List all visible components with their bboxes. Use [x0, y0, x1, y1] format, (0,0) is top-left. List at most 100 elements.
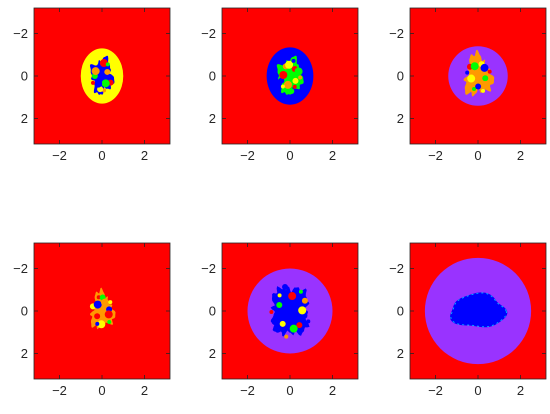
panel-2-fractal-detail: [283, 80, 292, 89]
panel-5-plot-area: [222, 243, 358, 379]
panel-5-x-tick-label: 2: [329, 383, 336, 398]
panel-1-fractal-detail: [94, 79, 103, 88]
panel-4-fractal-detail: [95, 321, 100, 326]
panel-5-fractal-detail: [282, 284, 289, 291]
panel-3: −2 0 2 −2 0 2: [389, 7, 547, 163]
panel-5-y-tick-label: 2: [209, 346, 216, 361]
panel-6-boundary-detail: [450, 292, 507, 328]
panel-4-fractal-detail: [92, 310, 97, 315]
panel-4-fractal-detail: [93, 300, 102, 309]
panel-4-fractal-detail: [94, 313, 101, 320]
panel-5-x-tick-label: 0: [286, 383, 293, 398]
panel-2-fractal-detail: [278, 77, 285, 84]
panel-2-x-tick-label: 2: [329, 148, 336, 163]
panel-5-fractal-detail: [269, 309, 274, 314]
panel-1-y-tick-label: −2: [13, 26, 28, 41]
panel-2-fractal-detail: [292, 77, 299, 84]
panel-5-fractal-detail: [301, 297, 308, 304]
panel-3-fractal-detail: [465, 70, 470, 75]
panel-2-fractal-detail: [285, 60, 294, 69]
panel-3-fractal-detail: [475, 83, 482, 90]
panel-2-y-tick-label: 2: [209, 111, 216, 126]
panel-2: −2 0 2 −2 0 2: [201, 7, 359, 163]
panel-5-y-tick-label: −2: [201, 261, 216, 276]
panel-3-y-tick-label: 0: [397, 69, 404, 84]
panel-1-x-tick-label: −2: [52, 148, 67, 163]
panel-3-fractal-detail: [481, 88, 486, 93]
panel-2-y-tick-label: 0: [209, 69, 216, 84]
panel-6-y-tick-label: −2: [389, 261, 404, 276]
panel-1-fractal-detail: [93, 61, 98, 66]
panel-2-fractal-detail: [280, 84, 285, 89]
panel-3-fractal-detail: [480, 63, 489, 72]
panel-5-fractal-detail: [289, 324, 298, 333]
panel-6-x-tick-label: −2: [428, 383, 443, 398]
panel-1-y-tick-label: 0: [21, 69, 28, 84]
panel-1: −2 0 2 −2 0 2: [13, 7, 171, 163]
panel-4-plot-area: [34, 243, 170, 379]
panel-2-plot-area: [222, 8, 358, 144]
panel-5-fractal-detail: [284, 334, 289, 339]
panel-5-fractal-detail: [298, 306, 307, 315]
panel-3-fractal-detail: [467, 74, 476, 83]
panel-5-fractal-detail: [279, 320, 286, 327]
panel-4-x-tick-label: 2: [141, 383, 148, 398]
panel-2-x-tick-label: 0: [286, 148, 293, 163]
panel-2-fractal-detail: [294, 67, 303, 76]
panel-5-fractal-detail: [271, 317, 280, 326]
panel-5-y-tick-label: 0: [209, 304, 216, 319]
panel-2-x-tick-label: −2: [240, 148, 255, 163]
panel-1-y-tick-label: 2: [21, 111, 28, 126]
panel-4-fractal-detail: [96, 295, 101, 300]
panel-5: −2 0 2 −2 0 2: [201, 242, 359, 398]
panel-5-x-tick-label: −2: [240, 383, 255, 398]
panel-3-x-tick-label: −2: [428, 148, 443, 163]
panel-6-x-tick-label: 2: [517, 383, 524, 398]
panel-2-fractal-detail: [278, 65, 283, 70]
panel-3-y-tick-label: −2: [389, 26, 404, 41]
panel-3-fractal-detail: [470, 62, 479, 71]
panel-1-x-tick-label: 0: [98, 148, 105, 163]
panel-2-fractal-detail: [291, 58, 296, 63]
panel-4-fractal-detail: [101, 298, 110, 307]
panel-3-plot-area: [410, 8, 546, 144]
panel-1-fractal-detail: [105, 62, 110, 67]
panel-3-fractal-detail: [481, 81, 490, 90]
panel-1-x-tick-label: 2: [141, 148, 148, 163]
panel-3-fractal-detail: [466, 83, 473, 90]
panel-6-x-tick-label: 0: [474, 383, 481, 398]
panel-1-fractal-detail: [91, 80, 96, 85]
panel-1-fractal-detail: [97, 86, 104, 93]
panel-5-fractal-detail: [296, 322, 303, 329]
panel-1-fractal-detail: [107, 74, 112, 78]
panel-2-y-tick-label: −2: [201, 26, 216, 41]
panel-4-fractal-detail: [108, 300, 113, 305]
panel-5-fractal-detail: [298, 289, 303, 294]
panel-2-fractal-detail: [298, 75, 303, 80]
panel-3-x-tick-label: 0: [474, 148, 481, 163]
panel-2-fractal-detail: [288, 88, 295, 95]
panel-5-fractal-detail: [276, 301, 283, 308]
panel-3-fractal-detail: [482, 75, 489, 82]
panel-3-fractal-detail: [472, 87, 477, 92]
panel-6-y-tick-label: 2: [397, 346, 404, 361]
panel-5-fractal-detail: [306, 319, 311, 324]
panel-2-fractal-detail: [279, 71, 288, 80]
panel-6: −2 0 2 −2 0 2: [389, 242, 547, 398]
panel-4-fractal-detail: [104, 310, 113, 319]
panel-2-fractal-detail: [292, 84, 297, 89]
panel-6-inner-region: [450, 292, 508, 328]
panel-4-y-tick-label: 0: [21, 304, 28, 319]
panel-1-fractal-detail: [91, 67, 100, 76]
panel-4-fractal-detail: [107, 319, 112, 324]
panel-4-x-tick-label: 0: [98, 383, 105, 398]
panel-3-y-tick-label: 2: [397, 111, 404, 126]
panel-4-fractal-detail: [97, 320, 106, 329]
panel-1-fractal-detail: [101, 79, 110, 88]
panel-4-y-tick-label: 2: [21, 346, 28, 361]
panel-1-fractal-detail: [104, 68, 111, 75]
panel-1-fractal-detail: [99, 59, 108, 68]
panel-6-y-tick-label: 0: [397, 304, 404, 319]
panel-5-fractal-detail: [288, 292, 297, 301]
